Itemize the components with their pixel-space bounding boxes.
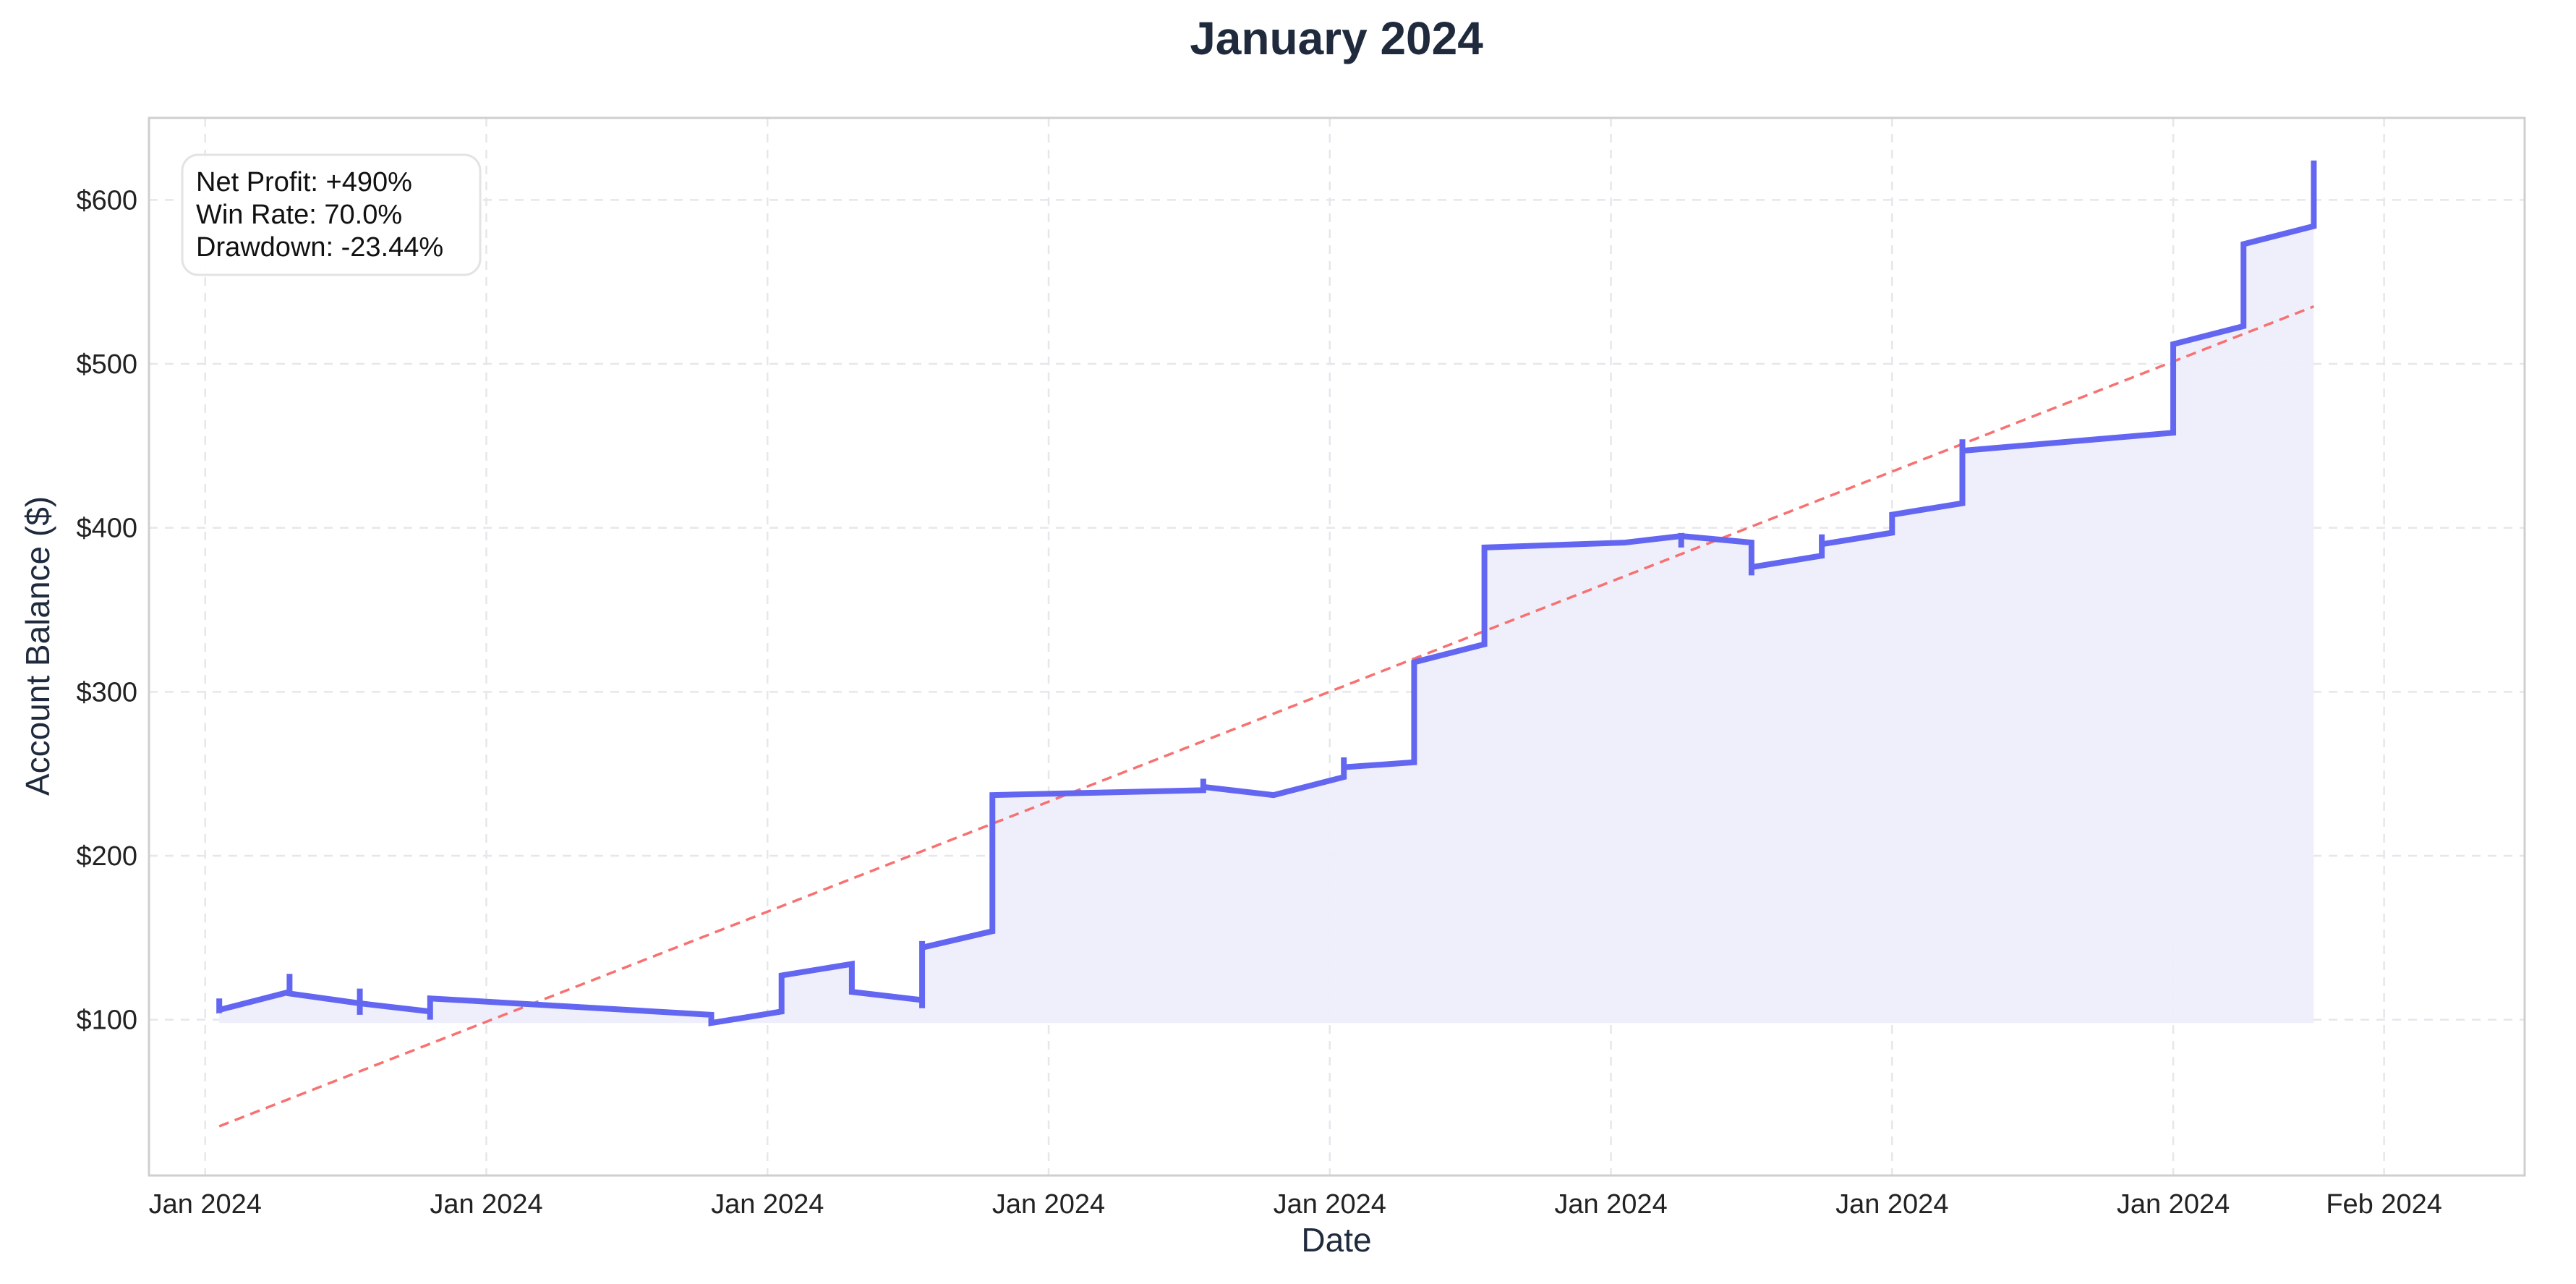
x-tick-label: Jan 2024 [1835, 1189, 1948, 1220]
y-tick-label: $500 [76, 349, 137, 380]
x-tick-label: Jan 2024 [711, 1189, 824, 1220]
net-profit-text: Net Profit: +490% [196, 167, 412, 197]
x-tick-label: Jan 2024 [430, 1189, 542, 1220]
y-tick-label: $100 [76, 1005, 137, 1036]
x-axis-label: Date [1301, 1221, 1371, 1259]
x-tick-label: Jan 2024 [2117, 1189, 2230, 1220]
x-tick-label: Jan 2024 [1274, 1189, 1386, 1220]
x-tick-label: Jan 2024 [1554, 1189, 1667, 1220]
y-tick-label: $400 [76, 514, 137, 544]
x-tick-label: Jan 2024 [992, 1189, 1105, 1220]
balance-line [216, 160, 2317, 1026]
stats-box: Net Profit: +490% Win Rate: 70.0% Drawdo… [181, 153, 482, 276]
x-tick-label: Jan 2024 [149, 1189, 262, 1220]
drawdown-text: Drawdown: -23.44% [196, 232, 443, 263]
x-tick-label: Feb 2024 [2326, 1189, 2442, 1220]
y-tick-label: $200 [76, 841, 137, 872]
stats-box-background [181, 153, 482, 276]
trend-line-group [218, 305, 2315, 1128]
axis-ticks: $100 $200 $300 $400 $500 $600 Jan 2024 Jan 2024… [76, 185, 2441, 1220]
balance-fill [219, 160, 2314, 1024]
plot-frame [148, 116, 2526, 1177]
balance-fill-area [219, 160, 2314, 1024]
win-rate-text: Win Rate: 70.0% [196, 200, 402, 230]
balance-line-group [216, 160, 2317, 1026]
chart-title: January 2024 [1190, 12, 1483, 64]
y-tick-label: $300 [76, 677, 137, 707]
y-tick-label: $600 [76, 185, 137, 216]
trend-line [218, 305, 2315, 1128]
y-axis-label: Account Balance ($) [19, 496, 56, 796]
